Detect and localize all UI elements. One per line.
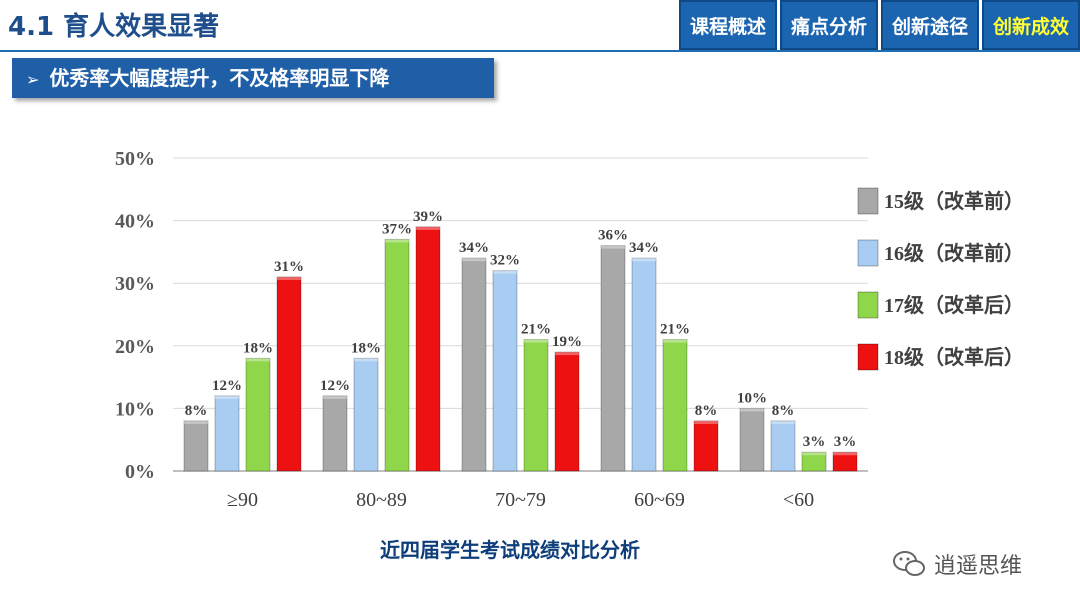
bar — [415, 226, 441, 472]
bar-highlight — [771, 420, 795, 424]
legend-swatch — [857, 291, 879, 319]
bar-highlight — [694, 420, 718, 424]
bar-highlight — [184, 420, 208, 424]
bar — [353, 357, 379, 472]
bar — [492, 270, 518, 472]
bar — [631, 257, 657, 472]
bar-highlight — [462, 258, 486, 262]
bar — [523, 339, 549, 472]
legend-label: 18级（改革后） — [884, 345, 1024, 369]
bar — [801, 451, 827, 472]
data-label: 18% — [351, 340, 381, 356]
x-tick-label: <60 — [783, 489, 814, 511]
bar-highlight — [493, 270, 517, 274]
legend-label: 15级（改革前） — [884, 189, 1024, 213]
bar-highlight — [555, 352, 579, 356]
bar-highlight — [354, 358, 378, 362]
bar — [322, 395, 348, 472]
header: 4.1 育人效果显著 课程概述 痛点分析 创新途径 创新成效 — [0, 0, 1080, 50]
section-subtitle: ➢ 优秀率大幅度提升，不及格率明显下降 — [12, 58, 494, 98]
data-label: 12% — [212, 378, 242, 394]
bar — [384, 238, 410, 472]
data-label: 18% — [243, 340, 273, 356]
data-label: 12% — [320, 378, 350, 394]
legend-swatch — [857, 187, 879, 215]
x-tick-label: 80~89 — [356, 489, 407, 511]
x-tick-label: 60~69 — [634, 489, 685, 511]
x-tick-label: ≥90 — [227, 489, 258, 511]
watermark: 逍遥思维 — [892, 548, 1022, 580]
bar — [832, 451, 858, 472]
data-label: 31% — [274, 259, 304, 275]
subtitle-text: 优秀率大幅度提升，不及格率明显下降 — [49, 66, 390, 90]
data-label: 32% — [490, 253, 520, 269]
data-label: 10% — [737, 390, 767, 406]
bar-highlight — [632, 258, 656, 262]
bar-highlight — [524, 339, 548, 343]
bar-highlight — [277, 276, 301, 280]
bar — [662, 339, 688, 472]
legend-swatch — [857, 343, 879, 371]
bar-highlight — [833, 452, 857, 456]
data-label: 21% — [521, 322, 551, 338]
data-label: 34% — [629, 240, 659, 256]
watermark-text: 逍遥思维 — [934, 554, 1023, 579]
data-label: 3% — [803, 434, 826, 450]
bar-highlight — [416, 226, 440, 230]
bar-highlight — [740, 408, 764, 412]
x-tick-label: 70~79 — [495, 489, 546, 511]
bar-highlight — [215, 395, 239, 399]
bar — [245, 357, 271, 472]
bar-highlight — [323, 395, 347, 399]
data-label: 21% — [660, 322, 690, 338]
y-tick-label: 30% — [115, 273, 155, 295]
title-divider — [0, 50, 1080, 52]
chart-caption: 近四届学生考试成绩对比分析 — [380, 538, 640, 562]
bar — [276, 276, 302, 472]
bar — [214, 395, 240, 472]
y-tick-label: 40% — [115, 211, 155, 233]
y-tick-label: 0% — [125, 461, 155, 483]
tab-course-overview[interactable]: 课程概述 — [678, 0, 777, 50]
bar-highlight — [601, 245, 625, 249]
bar — [739, 407, 765, 472]
data-label: 36% — [598, 228, 628, 244]
bar-highlight — [246, 358, 270, 362]
data-label: 8% — [695, 403, 718, 419]
bar — [554, 351, 580, 472]
bar-highlight — [802, 452, 826, 456]
bar — [461, 257, 487, 472]
data-label: 8% — [772, 403, 795, 419]
legend-swatch — [857, 239, 879, 267]
arrow-bullet-icon: ➢ — [26, 70, 40, 89]
page-title: 4.1 育人效果显著 — [8, 12, 220, 42]
data-label: 37% — [382, 221, 412, 237]
y-tick-label: 20% — [115, 336, 155, 358]
data-label: 34% — [459, 240, 489, 256]
wechat-icon — [893, 551, 925, 576]
bar-highlight — [663, 339, 687, 343]
tab-innovation-path[interactable]: 创新途径 — [880, 0, 979, 50]
nav-tabs: 课程概述 痛点分析 创新途径 创新成效 — [676, 0, 1080, 50]
bar — [183, 420, 209, 472]
data-label: 19% — [552, 334, 582, 350]
y-tick-label: 50% — [115, 148, 155, 170]
legend-label: 17级（改革后） — [884, 293, 1024, 317]
data-label: 8% — [185, 403, 208, 419]
bar — [600, 245, 626, 472]
data-label: 3% — [834, 434, 857, 450]
y-tick-label: 10% — [115, 398, 155, 420]
bar — [693, 420, 719, 472]
bar-highlight — [385, 239, 409, 243]
data-label: 39% — [413, 209, 443, 225]
tab-innovation-results[interactable]: 创新成效 — [981, 0, 1080, 50]
legend-label: 16级（改革前） — [884, 241, 1024, 265]
tab-pain-points[interactable]: 痛点分析 — [779, 0, 878, 50]
bar — [770, 420, 796, 472]
